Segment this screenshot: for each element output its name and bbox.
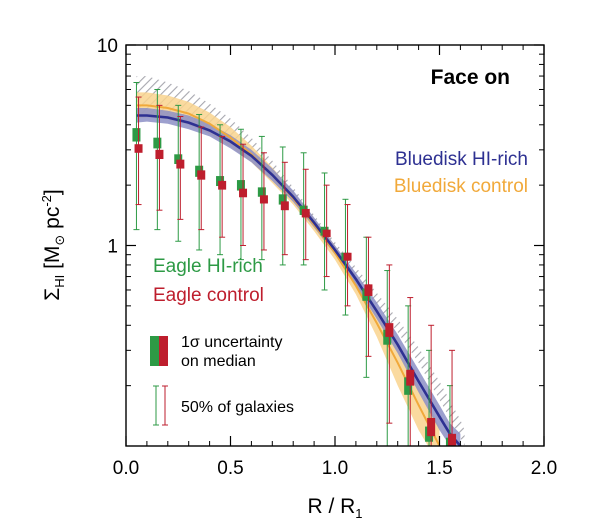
- eagle-rich-median: [174, 154, 183, 164]
- eagle-control-median: [134, 144, 143, 153]
- y-tick-label: 10: [97, 36, 118, 57]
- eagle-control-median: [448, 433, 457, 446]
- x-axis-title: R / R1: [307, 495, 362, 521]
- legend-eagle-control: Eagle control: [153, 285, 264, 306]
- eagle-control-median: [218, 180, 227, 190]
- eagle-control-median: [385, 323, 394, 337]
- eagle-control-median: [406, 369, 415, 386]
- eagle-rich-median: [383, 329, 392, 345]
- eagle-control-median: [259, 195, 268, 204]
- x-tick-label: 1.0: [322, 458, 348, 479]
- eagle-rich-median: [236, 180, 245, 191]
- legend-spread-label: 50% of galaxies: [181, 399, 294, 416]
- x-tick-label: 2.0: [531, 458, 557, 479]
- eagle-control-median: [239, 188, 248, 198]
- eagle-control-median: [364, 284, 373, 296]
- x-tick-label: 0.5: [217, 458, 243, 479]
- eagle-control-median: [176, 159, 185, 169]
- eagle-control-median: [343, 252, 352, 261]
- legend-uncertainty-line2: on median: [181, 353, 256, 370]
- eagle-control-median: [280, 201, 289, 211]
- legend-spread-swatch: [153, 385, 168, 426]
- legend-eagle-rich: Eagle HI-rich: [153, 256, 263, 277]
- eagle-rich-median: [257, 187, 266, 197]
- eagle-control-median: [197, 170, 206, 180]
- eagle-control-median: [301, 209, 310, 218]
- panel-title: Face on: [431, 66, 510, 89]
- eagle-control-median: [155, 149, 164, 160]
- eagle-rich-median: [278, 194, 287, 205]
- y-axis-title: ΣHI [M⊙ pc-2]: [39, 189, 67, 300]
- eagle-control-median: [322, 229, 331, 238]
- eagle-rich-median: [153, 137, 162, 149]
- eagle-control-median: [427, 417, 436, 437]
- legend-bluedisk-control: Bluedisk control: [394, 176, 528, 197]
- axes: 0.0 0.5 1.0 1.5 2.0 1 10: [97, 36, 557, 479]
- legend-uncertainty-swatch: [150, 336, 168, 366]
- x-tick-label: 1.5: [426, 458, 452, 479]
- x-tick-label: 0.0: [113, 458, 139, 479]
- legend-uncertainty-line1: 1σ uncertainty: [181, 334, 282, 351]
- eagle-rich-median: [132, 128, 141, 142]
- y-tick-label: 1: [107, 237, 118, 258]
- eagle-rich-median: [404, 377, 413, 395]
- eagle-points: [132, 82, 457, 446]
- legend-bluedisk-rich: Bluedisk HI-rich: [395, 149, 528, 170]
